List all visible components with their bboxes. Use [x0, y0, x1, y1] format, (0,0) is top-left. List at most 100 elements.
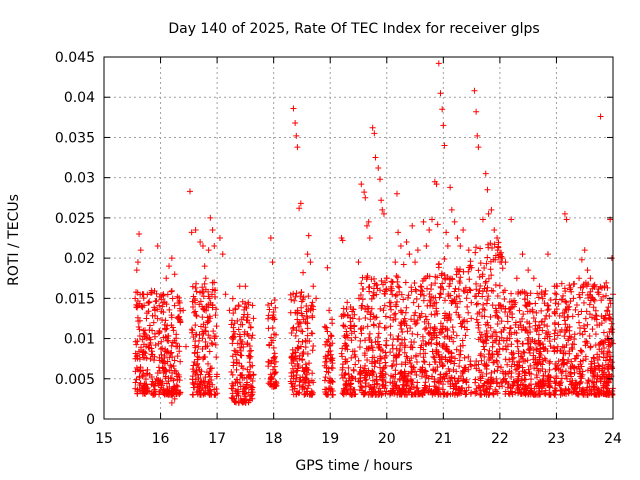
data-point-marker: [189, 283, 196, 290]
data-point-marker: [467, 287, 474, 294]
data-point-marker: [441, 256, 448, 263]
data-point-marker: [604, 308, 611, 315]
data-point-marker: [142, 376, 149, 383]
data-point-marker: [554, 332, 561, 339]
data-point-marker: [411, 280, 418, 287]
data-point-marker: [379, 206, 386, 213]
data-point-marker: [142, 382, 149, 389]
data-point-marker: [401, 349, 408, 356]
data-point-marker: [373, 281, 380, 288]
data-point-marker: [368, 342, 375, 349]
data-point-marker: [560, 350, 567, 357]
data-point-marker: [439, 375, 446, 382]
data-point-marker: [417, 291, 424, 298]
data-point-marker: [201, 306, 208, 313]
data-point-marker: [531, 365, 538, 372]
data-point-marker: [396, 288, 403, 295]
data-point-marker: [369, 124, 376, 131]
data-point-marker: [304, 251, 311, 258]
data-point-marker: [576, 319, 583, 326]
data-point-marker: [237, 372, 244, 379]
data-point-marker: [547, 358, 554, 365]
data-point-marker: [540, 372, 547, 379]
data-point-marker: [322, 353, 329, 360]
data-point-marker: [521, 376, 528, 383]
data-point-marker: [188, 229, 195, 236]
data-point-marker: [363, 222, 370, 229]
data-point-marker: [491, 328, 498, 335]
data-point-marker: [492, 252, 499, 259]
data-point-marker: [566, 378, 573, 385]
data-point-marker: [525, 346, 532, 353]
data-point-marker: [471, 362, 478, 369]
data-point-marker: [153, 290, 160, 297]
data-point-marker: [298, 289, 305, 296]
data-point-marker: [453, 332, 460, 339]
data-point-marker: [197, 239, 204, 246]
data-point-marker: [243, 305, 250, 312]
data-point-marker: [387, 314, 394, 321]
data-point-marker: [171, 395, 178, 402]
data-point-marker: [574, 391, 581, 398]
data-point-marker: [408, 363, 415, 370]
data-point-marker: [202, 275, 209, 282]
data-point-marker: [479, 293, 486, 300]
data-point-marker: [392, 259, 399, 266]
data-point-marker: [310, 283, 317, 290]
data-point-marker: [570, 280, 577, 287]
data-point-marker: [480, 301, 487, 308]
data-point-marker: [304, 320, 311, 327]
data-point-marker: [205, 318, 212, 325]
data-point-marker: [177, 389, 184, 396]
data-point-marker: [169, 295, 176, 302]
data-point-marker: [526, 345, 533, 352]
data-point-marker: [240, 343, 247, 350]
data-point-marker: [366, 337, 373, 344]
data-point-marker: [323, 364, 330, 371]
data-point-marker: [203, 369, 210, 376]
data-point-marker: [304, 385, 311, 392]
data-point-marker: [445, 348, 452, 355]
data-point-marker: [394, 274, 401, 281]
data-point-marker: [211, 243, 218, 250]
data-point-marker: [407, 344, 414, 351]
data-point-marker: [478, 357, 485, 364]
y-tick-label: 0.015: [55, 291, 95, 307]
data-point-marker: [402, 389, 409, 396]
data-point-marker: [488, 376, 495, 383]
data-point-marker: [435, 391, 442, 398]
data-point-marker: [340, 305, 347, 312]
data-point-marker: [377, 305, 384, 312]
data-point-marker: [373, 314, 380, 321]
data-point-marker: [508, 363, 515, 370]
data-point-marker: [592, 312, 599, 319]
data-point-marker: [174, 353, 181, 360]
y-axis-label: ROTI / TECUs: [6, 194, 22, 286]
data-point-marker: [448, 334, 455, 341]
data-point-marker: [529, 336, 536, 343]
data-point-marker: [388, 278, 395, 285]
data-point-marker: [464, 303, 471, 310]
data-point-marker: [242, 283, 249, 290]
data-point-marker: [524, 318, 531, 325]
data-point-marker: [204, 314, 211, 321]
data-point-marker: [397, 307, 404, 314]
data-point-marker: [462, 332, 469, 339]
data-point-marker: [495, 341, 502, 348]
data-point-marker: [392, 292, 399, 299]
data-point-marker: [421, 359, 428, 366]
data-point-marker: [400, 261, 407, 268]
data-point-marker: [419, 288, 426, 295]
data-point-marker: [454, 235, 461, 241]
data-point-marker: [488, 287, 495, 294]
data-point-marker: [503, 337, 510, 344]
data-point-marker: [196, 366, 203, 373]
data-point-marker: [230, 310, 237, 317]
data-point-marker: [200, 355, 207, 362]
data-point-marker: [453, 271, 460, 278]
data-point-marker: [304, 350, 311, 357]
data-point-marker: [450, 328, 457, 335]
data-point-marker: [207, 391, 214, 398]
data-point-marker: [376, 320, 383, 327]
data-point-marker: [323, 386, 330, 393]
